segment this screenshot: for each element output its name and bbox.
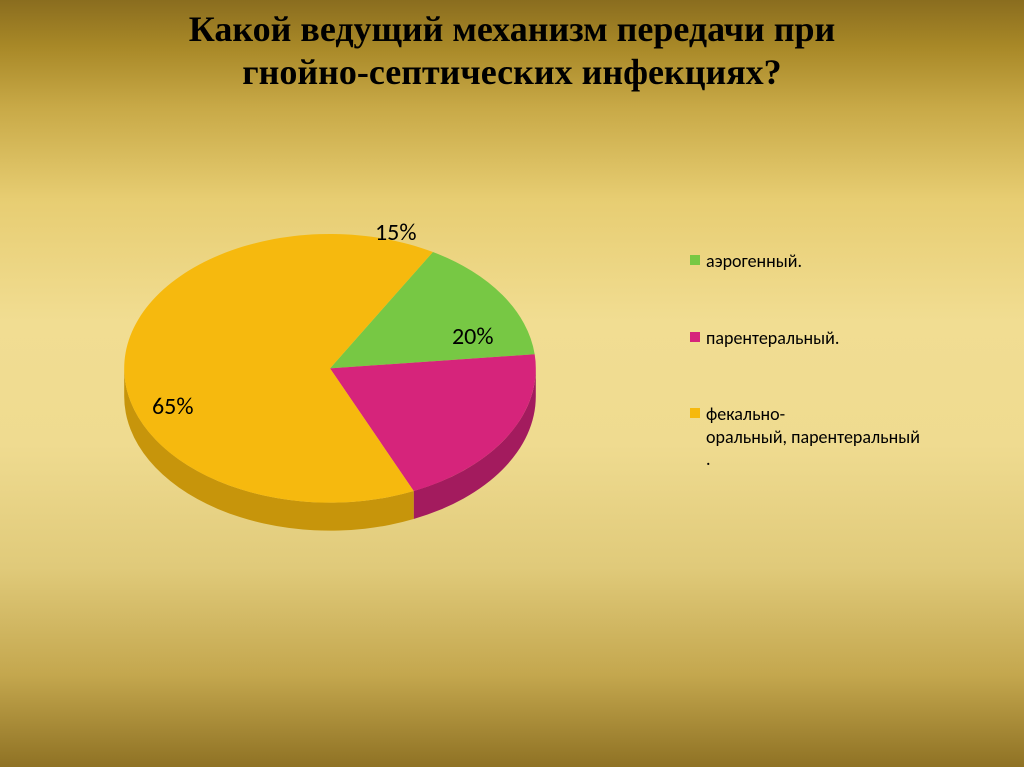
legend-item: аэрогенный. xyxy=(690,250,1000,273)
pie-chart xyxy=(120,230,540,550)
legend: аэрогенный. парентеральный. фекально- орал… xyxy=(690,250,1000,471)
legend-item: парентеральный. xyxy=(690,327,1000,350)
legend-swatch-icon xyxy=(690,408,700,418)
legend-item: фекально- оральный, парентеральный . xyxy=(690,403,1000,471)
pie-slice-label-aerogenic: 15% xyxy=(375,218,416,247)
pie-slice-label-fecal-oral: 65% xyxy=(152,392,193,421)
legend-swatch-icon xyxy=(690,255,700,265)
slide-stage: Какой ведущий механизм передачи при гной… xyxy=(0,0,1024,767)
legend-label: фекально- оральный, парентеральный . xyxy=(706,403,920,471)
page-title-line1: Какой ведущий механизм передачи при xyxy=(189,9,836,49)
legend-swatch-icon xyxy=(690,332,700,342)
legend-label: парентеральный. xyxy=(706,327,839,350)
page-title-line2: гнойно-септических инфекциях? xyxy=(242,52,781,92)
legend-label: аэрогенный. xyxy=(706,250,802,273)
pie-slice-label-parenteral: 20% xyxy=(452,322,493,351)
page-title: Какой ведущий механизм передачи при гной… xyxy=(50,8,974,94)
